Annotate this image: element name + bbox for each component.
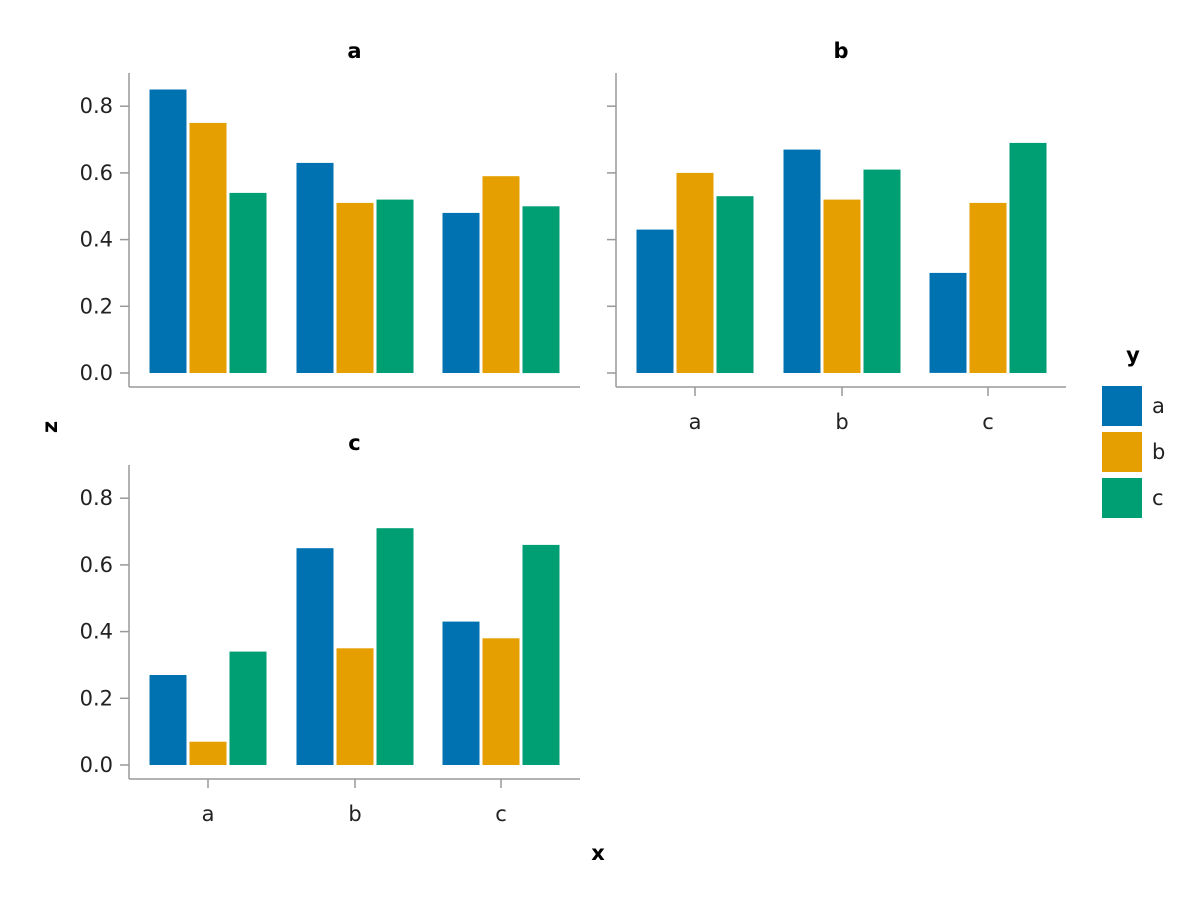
bar-panel-c-x-b-y-c [376,528,414,765]
bar-panel-b-x-b-y-b [823,199,861,373]
x-tick-label: a [689,410,702,434]
legend-label-c: c [1152,486,1164,510]
bar-panel-c-x-c-y-b [482,638,520,765]
bar-panel-c-x-a-y-b [189,741,227,765]
bar-panel-a-x-a-y-c [229,192,267,373]
panel-title: c [348,431,360,455]
y-tick-label: 0.4 [80,620,113,644]
panel-a: 0.0 0.2 0.4 0.6 0.8 a [80,39,580,388]
x-tick-label: b [348,802,361,826]
legend: abc [1102,386,1165,518]
bar-panel-b-x-b-y-c [863,169,901,373]
bar-panel-b-x-a-y-b [676,172,714,373]
y-tick-label: 0.0 [80,753,113,777]
legend-swatch-a [1102,386,1142,426]
panels-layer: 0.0 0.2 0.4 0.6 0.8 a a b c b 0.0 0.2 0.4 0.6 0.8 a b c c [80,39,1066,826]
y-tick-label: 0.2 [80,294,113,318]
y-tick-label: 0.6 [80,161,113,185]
bar-panel-c-x-b-y-a [296,548,334,765]
legend-label-b: b [1152,440,1165,464]
bar-panel-c-x-c-y-c [522,544,560,765]
bar-panel-c-x-a-y-a [149,675,187,765]
legend-swatch-b [1102,432,1142,472]
bar-panel-c-x-b-y-b [336,648,374,765]
bar-panel-a-x-c-y-a [442,212,480,373]
x-tick-label: c [982,410,994,434]
y-tick-label: 0.0 [80,361,113,385]
bar-panel-a-x-b-y-c [376,199,414,373]
bar-panel-a-x-c-y-c [522,206,560,374]
legend-label-a: a [1152,394,1165,418]
y-tick-label: 0.8 [80,94,113,118]
bar-panel-b-x-c-y-b [969,202,1007,373]
legend-swatch-c [1102,478,1142,518]
bar-panel-b-x-a-y-c [716,196,754,373]
panel-title: b [833,39,848,63]
panel-c: 0.0 0.2 0.4 0.6 0.8 a b c c [80,431,580,826]
bar-panel-a-x-b-y-b [336,202,374,373]
panel-b: a b c b [607,39,1066,434]
x-tick-label: c [495,802,507,826]
panel-title: a [347,39,361,63]
y-tick-label: 0.6 [80,553,113,577]
legend-title: y [1126,343,1140,367]
bar-panel-a-x-a-y-a [149,89,187,373]
bar-panel-b-x-c-y-a [929,272,967,373]
bar-panel-b-x-a-y-a [636,229,674,373]
bar-panel-a-x-a-y-b [189,122,227,374]
bar-panel-a-x-c-y-b [482,176,520,373]
x-tick-label: b [835,410,848,434]
y-tick-label: 0.8 [80,486,113,510]
y-tick-label: 0.2 [80,686,113,710]
x-axis-title: x [591,841,605,865]
bar-panel-b-x-b-y-a [783,149,821,373]
bar-panel-c-x-a-y-c [229,651,267,765]
bar-panel-b-x-c-y-c [1009,142,1047,373]
y-axis-title: z [38,421,62,433]
bar-panel-a-x-b-y-a [296,162,334,373]
y-tick-label: 0.4 [80,228,113,252]
bar-panel-c-x-c-y-a [442,621,480,765]
x-tick-label: a [202,802,215,826]
